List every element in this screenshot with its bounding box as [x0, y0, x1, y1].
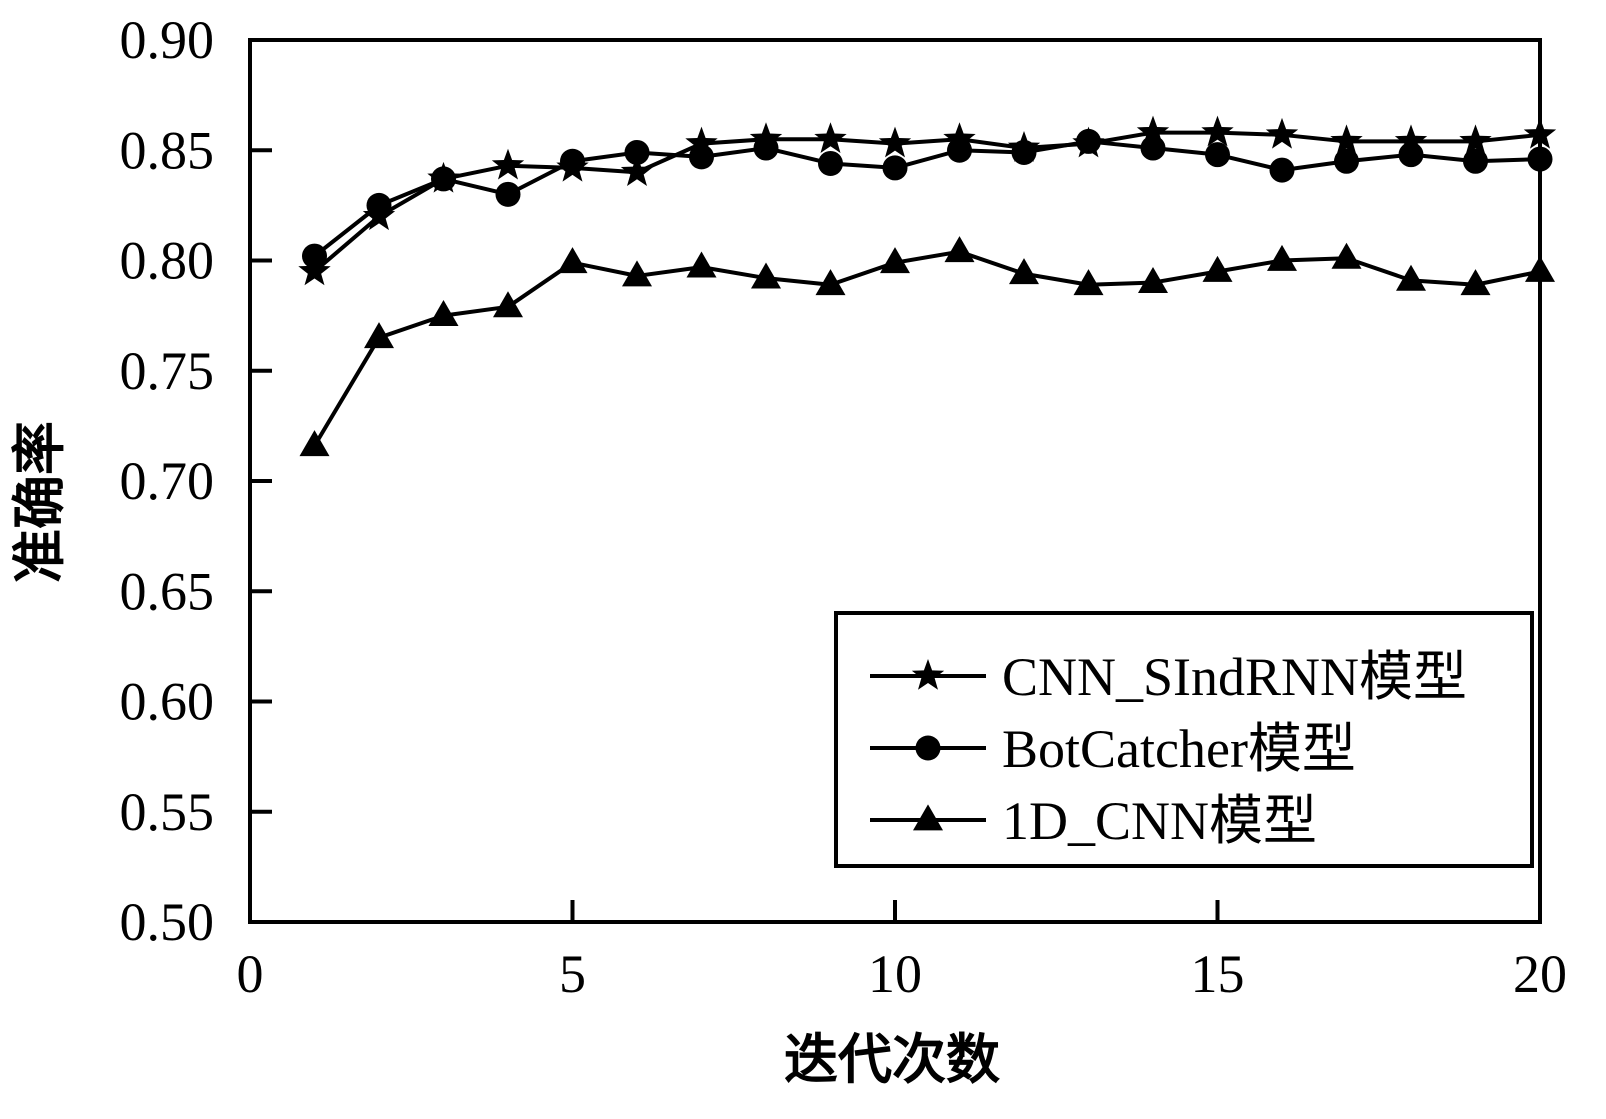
x-tick-label: 15	[1191, 944, 1245, 1004]
data-point	[818, 150, 843, 176]
axes: 0.50 0.55 0.60 0.65 0.70 0.75 0.80 0.85 0.90 0 5 10…	[120, 10, 1568, 1004]
data-point	[1011, 139, 1037, 165]
data-point	[1201, 115, 1234, 147]
y-tick-label: 0.70	[120, 451, 215, 511]
y-axis-title: 准确率	[8, 421, 71, 583]
y-tick-label: 0.55	[120, 782, 215, 842]
data-point	[1076, 128, 1101, 154]
legend-label: 1D_CNN模型	[1002, 791, 1317, 851]
data-point	[1523, 117, 1557, 149]
data-point	[298, 254, 331, 286]
series-triangle	[299, 236, 1555, 457]
data-point	[495, 181, 521, 207]
data-point	[620, 155, 654, 187]
legend-box	[834, 611, 1534, 868]
data-point	[299, 430, 330, 457]
data-point	[878, 126, 912, 158]
data-point	[686, 251, 717, 278]
legend-entry: BotCatcher模型	[870, 719, 1356, 779]
data-point	[1140, 135, 1166, 161]
legend-label: CNN_SIndRNN模型	[1002, 647, 1467, 707]
y-tick-label: 0.65	[120, 561, 215, 621]
y-tick-label: 0.60	[120, 672, 215, 732]
data-point	[1334, 148, 1359, 174]
data-point	[1202, 255, 1233, 282]
y-tick-label: 0.85	[120, 120, 215, 180]
data-point	[1267, 244, 1297, 271]
data-point	[880, 247, 910, 274]
data-point	[1330, 124, 1363, 156]
data-point	[431, 166, 456, 192]
data-point	[1136, 115, 1170, 147]
data-point	[1205, 142, 1230, 168]
series-layer	[298, 115, 1557, 457]
data-point	[944, 236, 975, 263]
data-point	[428, 300, 459, 327]
x-tick-label: 0	[237, 944, 264, 1004]
legend-marker	[913, 804, 943, 831]
legend: CNN_SIndRNN模型 BotCatcher模型 1D_CNN模型	[834, 611, 1534, 868]
data-point	[364, 322, 394, 349]
data-point	[1527, 146, 1553, 172]
data-point	[622, 260, 652, 287]
y-tick-label: 0.80	[120, 231, 215, 291]
legend-marker	[915, 735, 941, 761]
data-point	[1459, 124, 1492, 156]
data-point	[814, 122, 847, 153]
data-point	[1331, 242, 1362, 269]
data-point	[560, 148, 585, 174]
series-star	[298, 115, 1557, 286]
data-point	[751, 262, 781, 289]
data-point	[1396, 264, 1426, 291]
data-point	[1460, 269, 1491, 296]
x-tick-label: 20	[1513, 944, 1567, 1004]
data-point	[685, 126, 718, 158]
data-point	[1394, 124, 1428, 156]
x-tick-label: 10	[868, 944, 922, 1004]
data-point	[943, 122, 976, 153]
legend-entry: CNN_SIndRNN模型	[870, 647, 1467, 707]
legend-marker	[911, 659, 945, 690]
data-point	[557, 247, 588, 274]
y-tick-label: 0.50	[120, 892, 215, 952]
legend-label: BotCatcher模型	[1002, 719, 1356, 779]
series-line	[312, 249, 1541, 447]
series-circle	[302, 128, 1553, 269]
data-point	[1269, 157, 1295, 183]
data-point	[493, 291, 523, 318]
legend-entry: 1D_CNN模型	[870, 791, 1317, 851]
data-point	[815, 269, 846, 296]
data-point	[491, 148, 525, 180]
data-point	[882, 155, 908, 181]
data-point	[1265, 117, 1299, 149]
y-tick-label: 0.90	[120, 10, 215, 70]
data-point	[366, 192, 392, 218]
y-tick-label: 0.75	[120, 341, 215, 401]
data-point	[1138, 266, 1168, 293]
data-point	[1398, 142, 1424, 168]
data-point	[1525, 255, 1555, 282]
data-point	[1009, 258, 1039, 285]
data-point	[624, 139, 650, 165]
data-point	[1463, 148, 1488, 174]
data-point	[689, 144, 714, 170]
data-point	[753, 135, 779, 161]
x-tick-label: 5	[559, 944, 586, 1004]
x-axis-title: 迭代次数	[784, 1028, 1000, 1091]
data-point	[1073, 269, 1104, 296]
data-point	[947, 137, 972, 163]
data-point	[302, 243, 327, 269]
